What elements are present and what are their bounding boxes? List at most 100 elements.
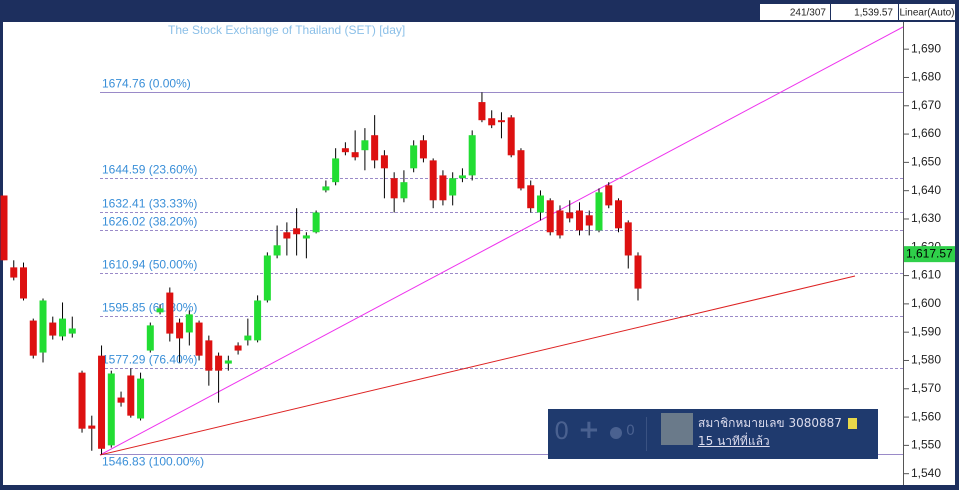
candle-body <box>185 314 193 333</box>
candle-body <box>68 328 76 334</box>
candle-body <box>546 200 554 233</box>
candle-body <box>566 212 574 219</box>
candle-body <box>156 308 164 313</box>
candle-body <box>556 210 564 236</box>
toolbar-cell <box>760 4 830 20</box>
candle-body <box>517 150 525 189</box>
candle-body <box>176 322 184 339</box>
y-tick-label: 1,580 <box>911 353 941 367</box>
candle-body <box>615 200 623 229</box>
candle-body <box>302 235 310 239</box>
candle-body <box>351 152 359 158</box>
candle-body <box>595 192 603 231</box>
chart-title: The Stock Exchange of Thailand (SET) [da… <box>168 23 405 37</box>
toolbar-bars: 241/307 <box>790 8 827 19</box>
candles <box>0 92 642 455</box>
candle-body <box>146 325 154 351</box>
candle-body <box>215 355 223 371</box>
y-tick-label: 1,570 <box>911 381 941 395</box>
candle-body <box>98 355 106 449</box>
y-tick-label: 1,630 <box>911 211 941 225</box>
candle-body <box>634 255 642 289</box>
candle-body <box>88 425 96 429</box>
y-tick-label: 1,640 <box>911 183 941 197</box>
trend-line <box>99 275 856 456</box>
candle-body <box>78 372 86 429</box>
candle-body <box>293 228 301 235</box>
candle-body <box>575 210 583 231</box>
candle-body <box>49 322 57 336</box>
candle-body <box>312 212 320 233</box>
plus-button[interactable]: + <box>578 415 600 445</box>
level-label: 1632.41 (33.33%) <box>102 197 197 211</box>
level-label: 1626.02 (38.20%) <box>102 215 197 229</box>
toolbar-scale: Linear(Auto) <box>899 8 954 19</box>
candle-body <box>254 300 262 341</box>
candle-body <box>29 320 37 356</box>
toolbar-price: 1,539.57 <box>854 8 893 19</box>
candle-body <box>527 185 535 209</box>
y-tick-label: 1,550 <box>911 438 941 452</box>
divider <box>646 417 647 451</box>
level-label: 1577.29 (76.40%) <box>102 353 197 367</box>
candle-body <box>195 322 203 356</box>
candle-body <box>605 185 613 206</box>
view-count: 0 <box>626 423 635 439</box>
y-tick-label: 1,610 <box>911 268 941 282</box>
candle-body <box>410 145 418 169</box>
level-label: 1644.59 (23.60%) <box>102 163 197 177</box>
toolbar-cell <box>831 4 898 20</box>
candle-body <box>429 160 437 201</box>
candle-body <box>400 182 408 199</box>
level-label: 1610.94 (50.00%) <box>102 258 197 272</box>
candle-body <box>341 148 349 153</box>
candle-body <box>20 267 28 299</box>
candle-body <box>322 186 330 191</box>
last-price-label: 1,617.57 <box>906 246 953 260</box>
y-tick-label: 1,600 <box>911 296 941 310</box>
y-tick-label: 1,690 <box>911 41 941 55</box>
y-tick-label: 1,590 <box>911 324 941 338</box>
badge <box>848 418 857 429</box>
candle-body <box>380 155 388 169</box>
candle-body <box>497 120 505 123</box>
y-tick-label: 1,560 <box>911 409 941 423</box>
candle-body <box>283 232 291 239</box>
candle-body <box>10 267 18 278</box>
candle-body <box>107 373 115 446</box>
candle-body <box>205 340 213 371</box>
y-tick-label: 1,660 <box>911 126 941 140</box>
candle-body <box>478 102 486 121</box>
y-tick-label: 1,650 <box>911 155 941 169</box>
user-name[interactable]: สมาชิกหมายเลข 3080887 <box>698 416 842 430</box>
candle-body <box>488 118 496 126</box>
candle-body <box>234 345 242 351</box>
level-label: 1674.76 (0.00%) <box>102 77 191 91</box>
post-time[interactable]: 15 นาทีที่แล้ว <box>698 434 770 448</box>
candle-body <box>166 292 174 334</box>
trend-line <box>99 26 904 456</box>
candle-body <box>224 360 232 364</box>
view-icon <box>610 427 622 439</box>
plot-area <box>3 22 903 485</box>
candle-body <box>332 158 340 183</box>
candle-body <box>39 300 47 353</box>
candle-body <box>117 397 125 403</box>
candle-body <box>273 245 281 256</box>
candle-body <box>0 195 8 261</box>
level-label: 1546.83 (100.00%) <box>102 455 204 469</box>
avatar[interactable] <box>661 413 693 445</box>
candle-body <box>390 178 398 199</box>
candle-body <box>585 215 593 226</box>
last-price-box <box>904 246 955 263</box>
y-tick-label: 1,540 <box>911 466 941 480</box>
candle-body <box>458 175 466 179</box>
candle-body <box>361 140 369 151</box>
candle-body <box>624 222 632 256</box>
candle-body <box>263 255 271 301</box>
candle-body <box>419 140 427 159</box>
like-count[interactable]: 0 <box>554 417 570 445</box>
candle-body <box>536 195 544 213</box>
